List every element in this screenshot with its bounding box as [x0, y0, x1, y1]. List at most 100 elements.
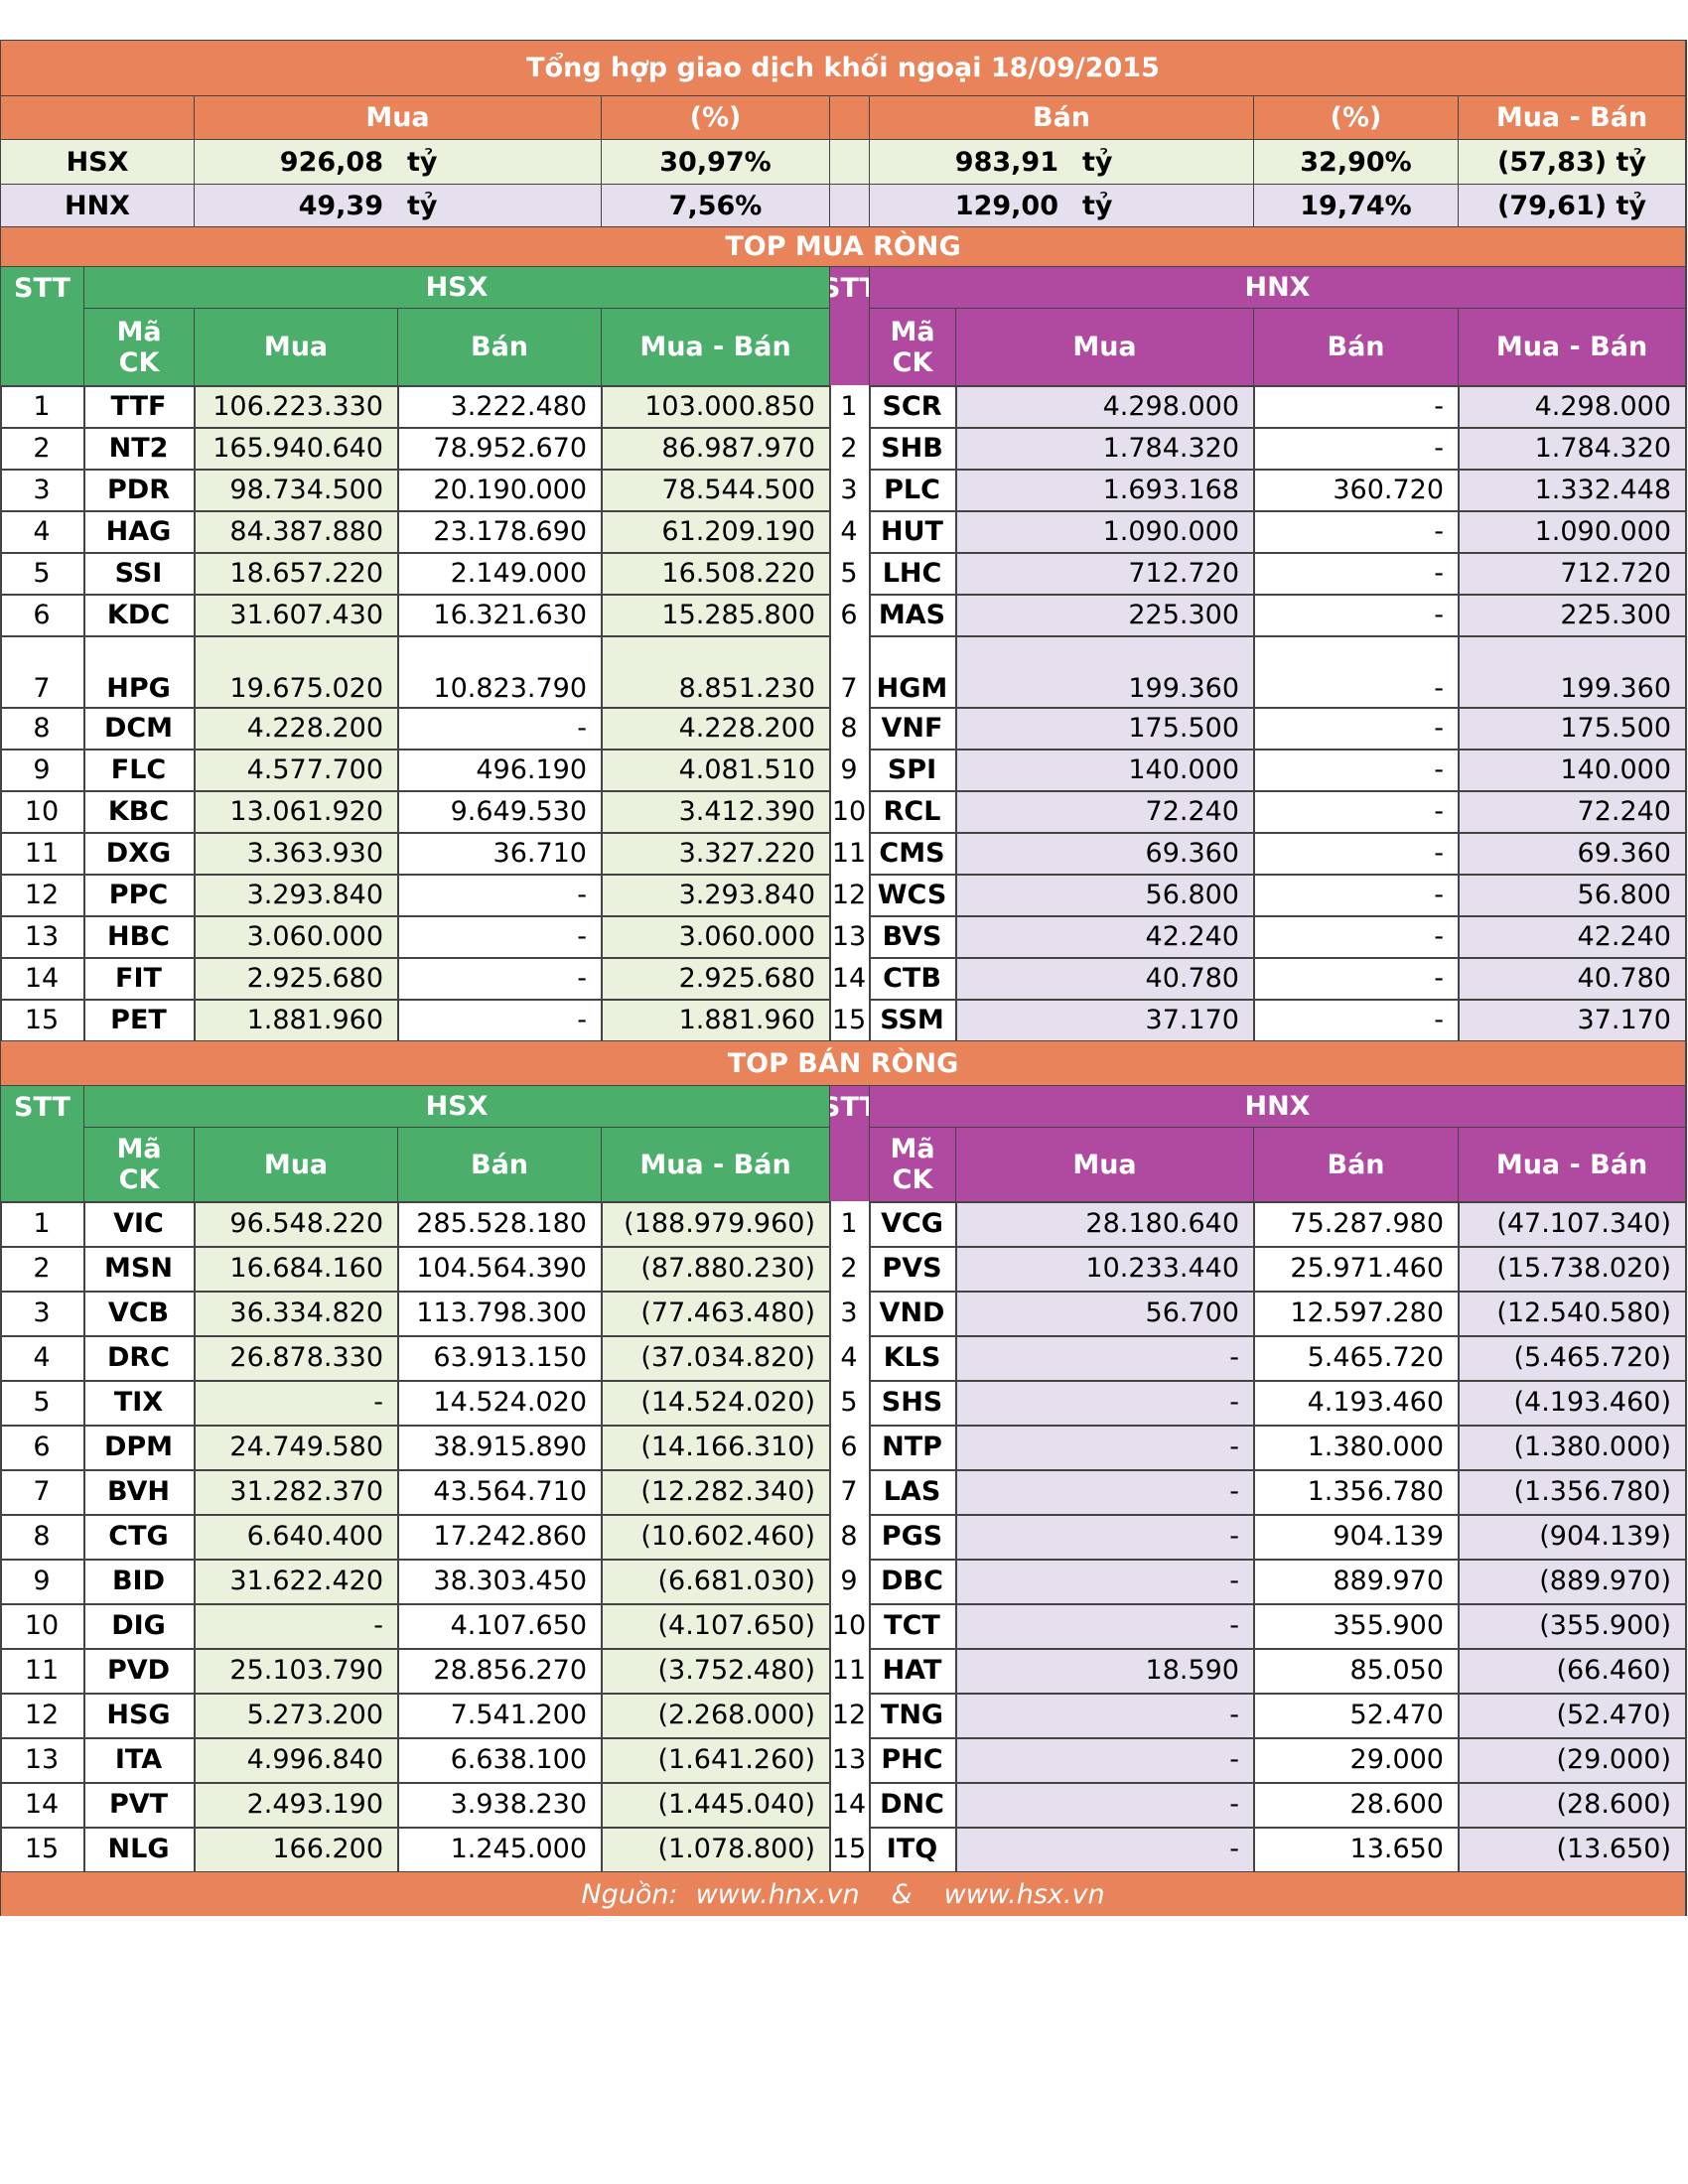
- row-buy-value: 225.300: [955, 594, 1253, 635]
- summary-net: (79,61) tỷ: [1458, 184, 1685, 226]
- row-sell-value: 4.107.650: [450, 1610, 587, 1641]
- grid-line: [0, 1246, 829, 1248]
- row-buy-value: -: [955, 1693, 1253, 1737]
- row-buy-value: -: [955, 1469, 1253, 1514]
- row-stt: 9: [840, 1566, 858, 1596]
- row-sell-value: 1.245.000: [450, 1834, 587, 1864]
- row-net-value: 3.293.840: [601, 874, 829, 915]
- grid-line: [869, 1425, 1685, 1427]
- row-stt: 6: [840, 599, 858, 630]
- row-buy-value: 19.675.020: [194, 635, 397, 707]
- grid-line: [83, 385, 85, 1040]
- row-ticker: PET: [110, 1004, 167, 1035]
- row-stt: 2: [840, 1253, 858, 1284]
- row-stt: 3: [33, 1297, 51, 1328]
- row-stt: 10: [24, 795, 60, 827]
- row-sell-value: -: [1434, 753, 1444, 785]
- row-sell-value: -: [577, 920, 587, 952]
- row-sell-value: 9.649.530: [450, 795, 587, 827]
- row-sell-value: -: [1434, 432, 1444, 464]
- row-net-value: (13.650): [1458, 1827, 1685, 1871]
- grid-line: [0, 790, 829, 792]
- source-separator: &: [891, 1878, 913, 1910]
- row-net-value: (29.000): [1458, 1737, 1685, 1782]
- row-stt: 12: [831, 1700, 867, 1730]
- row-buy-value: 42.240: [955, 915, 1253, 957]
- row-ticker: HPG: [106, 673, 171, 704]
- grid-line: [869, 1514, 1685, 1516]
- row-sell-value: 36.710: [492, 837, 587, 869]
- row-ticker: HAT: [882, 1655, 942, 1686]
- row-ticker: SSI: [114, 557, 163, 589]
- row-net-value: (12.282.340): [601, 1469, 829, 1514]
- row-buy-value: 175.500: [955, 707, 1253, 749]
- grid-line: [0, 385, 2, 1040]
- column-header-stt: STT: [0, 1085, 83, 1201]
- column-header-sell: Bán: [1253, 308, 1458, 385]
- source-link-hnx[interactable]: www.hnx.vn: [695, 1878, 860, 1910]
- summary-buy-pct: 7,56%: [601, 184, 829, 226]
- grid-line: [0, 1291, 829, 1293]
- grid-line: [869, 1782, 1685, 1784]
- column-header-ma: Mã: [116, 316, 162, 347]
- grid-line: [0, 635, 829, 637]
- row-net-value: (5.465.720): [1458, 1335, 1685, 1380]
- row-net-value: (1.380.000): [1458, 1425, 1685, 1469]
- row-stt: 8: [33, 712, 51, 744]
- column-header-net: Mua - Bán: [601, 1127, 829, 1201]
- row-stt: 1: [33, 390, 51, 422]
- source-footer: Nguồn: www.hnx.vn & www.hsx.vn: [0, 1871, 1685, 1916]
- row-ticker: FIT: [115, 962, 162, 994]
- row-sell-value: -: [1434, 557, 1444, 589]
- grid-line: [1458, 1201, 1460, 1871]
- row-stt: 2: [840, 432, 858, 464]
- row-buy-value: -: [194, 1603, 397, 1648]
- exchange-header-hnx: HNX: [869, 266, 1685, 308]
- row-buy-value: -: [194, 1380, 397, 1425]
- row-stt: 14: [831, 962, 867, 994]
- summary-buy-pct: 30,97%: [601, 139, 829, 184]
- column-header-sell: Bán: [397, 308, 601, 385]
- row-net-value: (12.540.580): [1458, 1291, 1685, 1335]
- row-stt: 5: [33, 557, 51, 589]
- grid-line: [869, 749, 1685, 751]
- grid-line: [869, 1648, 1685, 1650]
- row-ticker: VCG: [881, 1208, 943, 1239]
- row-sell-value: 4.193.460: [1307, 1387, 1444, 1418]
- row-ticker: VIC: [113, 1208, 164, 1239]
- row-sell-value: 2.149.000: [450, 557, 587, 589]
- row-ticker: NT2: [108, 432, 169, 464]
- row-sell-value: 360.720: [1333, 474, 1444, 505]
- row-net-value: (28.600): [1458, 1782, 1685, 1827]
- grid-line: [0, 874, 829, 876]
- grid-line: [869, 1201, 871, 1871]
- grid-line: [0, 1782, 829, 1784]
- row-stt: 10: [831, 1610, 867, 1641]
- row-stt: 13: [831, 920, 867, 952]
- row-ticker: SPI: [887, 753, 937, 785]
- row-net-value: 1.090.000: [1458, 510, 1685, 552]
- row-buy-value: 3.293.840: [194, 874, 397, 915]
- row-ticker: PHC: [881, 1744, 943, 1775]
- row-net-value: (1.641.260): [601, 1737, 829, 1782]
- column-header-stt: STT: [829, 1085, 869, 1201]
- grid-line: [869, 1335, 1685, 1337]
- row-net-value: 3.412.390: [601, 790, 829, 832]
- row-ticker: KLS: [883, 1342, 941, 1373]
- row-net-value: 103.000.850: [601, 385, 829, 427]
- row-stt: 6: [33, 1432, 51, 1462]
- row-stt: 11: [24, 837, 60, 869]
- row-ticker: BVS: [882, 920, 942, 952]
- row-ticker: PVS: [882, 1253, 942, 1284]
- grid-line: [0, 1559, 829, 1561]
- row-buy-value: 56.700: [955, 1291, 1253, 1335]
- row-sell-value: 3.222.480: [450, 390, 587, 422]
- row-stt: 5: [33, 1387, 51, 1418]
- row-sell-value: 889.970: [1333, 1566, 1444, 1596]
- row-stt: 5: [840, 1387, 858, 1418]
- source-link-hsx[interactable]: www.hsx.vn: [943, 1878, 1105, 1910]
- grid-line: [869, 635, 1685, 637]
- grid-line: [0, 1469, 829, 1471]
- row-stt: 10: [831, 795, 867, 827]
